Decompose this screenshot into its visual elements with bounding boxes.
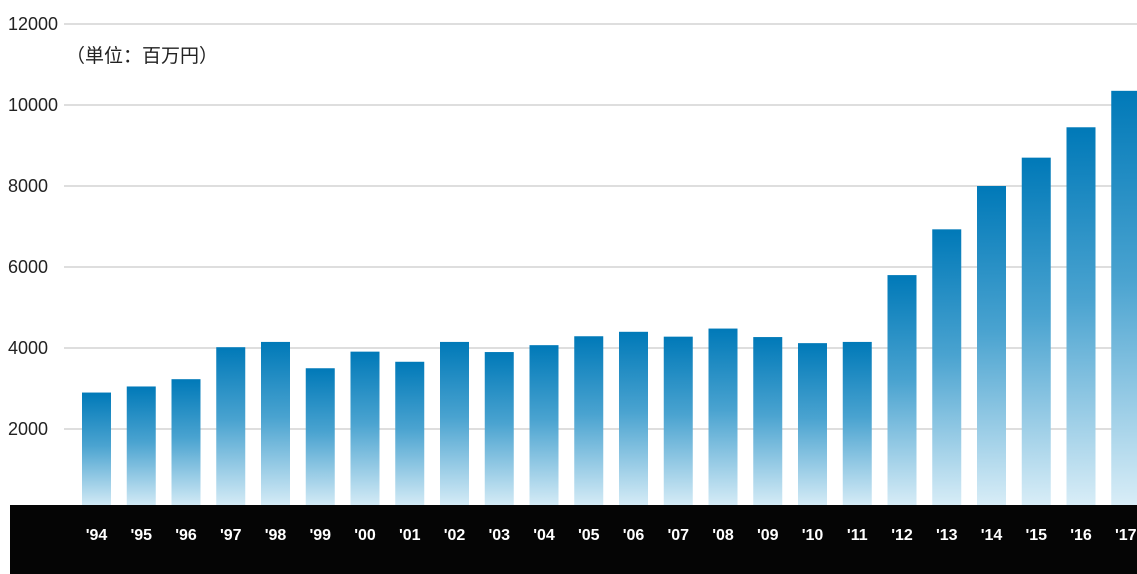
x-category-label: '06 [623, 527, 645, 544]
x-category-label: '10 [802, 527, 824, 544]
unit-label: （単位：百万円） [66, 45, 218, 67]
bar [1066, 127, 1096, 511]
x-category-label: '02 [444, 527, 466, 544]
y-tick-label: 4000 [8, 338, 48, 358]
bar [932, 229, 962, 510]
x-category-label: '14 [981, 527, 1003, 544]
bars [82, 90, 1137, 511]
x-category-label: '13 [936, 527, 958, 544]
x-category-label: '05 [578, 527, 600, 544]
y-tick-label: 2000 [8, 419, 48, 439]
bar [753, 337, 783, 510]
x-category-label: '16 [1070, 527, 1092, 544]
x-axis-band [10, 505, 1137, 574]
bar [798, 343, 827, 510]
bar [708, 328, 738, 510]
x-category-label: '12 [891, 527, 913, 544]
x-category-label: '17 [1115, 527, 1137, 544]
bar [842, 341, 872, 510]
x-category-label: '97 [220, 527, 242, 544]
x-category-label: '99 [309, 527, 331, 544]
bar [126, 386, 156, 510]
bar [82, 392, 111, 510]
x-category-label: '11 [847, 527, 868, 544]
x-category-label: '04 [533, 527, 555, 544]
bar [574, 336, 604, 510]
x-category-label: '96 [175, 527, 197, 544]
bar [1021, 157, 1051, 510]
x-category-label: '09 [757, 527, 779, 544]
bar [305, 368, 335, 510]
bar [261, 341, 290, 510]
x-axis-category-labels: '94 '95 '96 '97 '98 '99 '00 '01 '02 '03 '04 '05 '06 '… [86, 527, 1137, 544]
x-category-label: '15 [1025, 527, 1047, 544]
x-category-label: '95 [130, 527, 152, 544]
y-tick-label: 6000 [8, 257, 48, 277]
y-axis-tick-labels: 2000 4000 6000 8000 10000 12000 [8, 14, 58, 439]
bar [1111, 90, 1137, 510]
bar [484, 352, 514, 510]
y-tick-label: 12000 [8, 14, 58, 34]
bar [171, 379, 201, 510]
bar [216, 347, 246, 510]
x-category-label: '03 [488, 527, 510, 544]
bar [977, 186, 1006, 510]
x-category-label: '98 [265, 527, 287, 544]
bar [350, 351, 380, 510]
bar [529, 345, 559, 510]
bar [887, 275, 917, 510]
bar [619, 331, 648, 510]
bar [663, 336, 693, 510]
y-tick-label: 10000 [8, 95, 58, 115]
y-tick-label: 8000 [8, 176, 48, 196]
x-category-label: '07 [667, 527, 689, 544]
x-category-label: '01 [399, 527, 421, 544]
x-category-label: '00 [354, 527, 376, 544]
bar [440, 341, 469, 510]
x-category-label: '94 [86, 527, 108, 544]
x-category-label: '08 [712, 527, 734, 544]
bar [395, 361, 425, 510]
